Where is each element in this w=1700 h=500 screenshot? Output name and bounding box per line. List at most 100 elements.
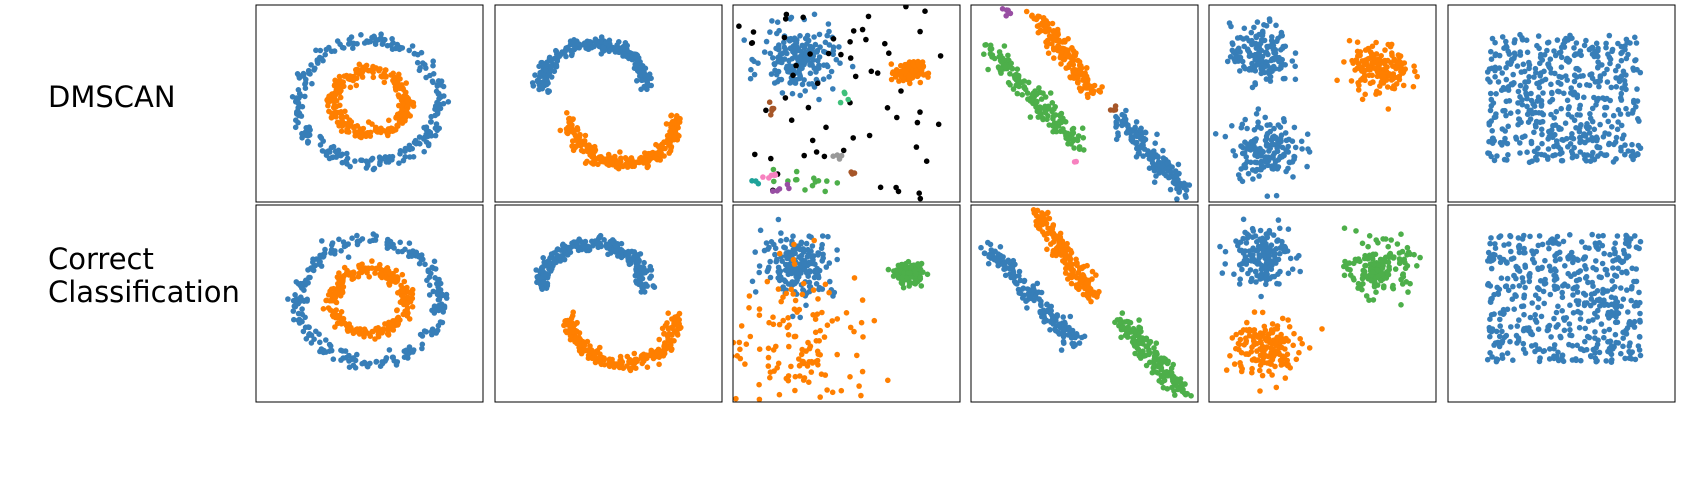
- data-point: [704, 335, 710, 341]
- data-point: [400, 293, 406, 299]
- data-point: [542, 67, 549, 74]
- data-point: [1082, 82, 1088, 88]
- data-point: [1488, 48, 1494, 55]
- data-point: [626, 357, 633, 363]
- data-point: [792, 373, 799, 380]
- data-point: [1607, 97, 1613, 104]
- data-point: [1383, 64, 1390, 71]
- data-point: [351, 125, 357, 131]
- data-point: [1622, 81, 1628, 88]
- data-point: [847, 55, 854, 61]
- data-point: [1395, 52, 1402, 58]
- data-point: [657, 157, 663, 163]
- data-point: [1613, 156, 1619, 162]
- data-point: [1535, 33, 1542, 39]
- data-point: [907, 264, 914, 270]
- data-point: [797, 33, 803, 39]
- data-point: [807, 51, 813, 57]
- data-point: [1142, 352, 1149, 359]
- data-point: [803, 55, 809, 61]
- data-point: [338, 128, 345, 134]
- data-point: [815, 178, 822, 184]
- data-point: [799, 42, 806, 49]
- data-point: [1629, 148, 1636, 155]
- data-point: [756, 306, 763, 312]
- data-point: [1146, 156, 1153, 162]
- data-point: [567, 317, 574, 323]
- data-point: [1623, 105, 1629, 112]
- data-point: [1249, 225, 1256, 232]
- data-point: [1573, 125, 1579, 131]
- data-point: [378, 31, 384, 37]
- data-point: [868, 68, 875, 75]
- data-point: [439, 291, 445, 298]
- data-point: [1548, 111, 1554, 118]
- data-point: [893, 67, 900, 73]
- data-point: [893, 184, 899, 191]
- data-point: [676, 133, 682, 139]
- data-point: [569, 329, 575, 335]
- data-point: [588, 160, 595, 166]
- data-point: [1498, 87, 1505, 93]
- data-point: [1393, 81, 1400, 87]
- data-point: [924, 271, 931, 278]
- data-point: [294, 71, 301, 77]
- data-point: [624, 164, 631, 170]
- data-point: [560, 241, 566, 248]
- data-point: [812, 329, 819, 336]
- data-point: [1228, 23, 1234, 30]
- data-point: [1076, 85, 1083, 91]
- data-point: [392, 84, 399, 90]
- data-point: [1073, 256, 1079, 263]
- data-point: [384, 42, 391, 49]
- data-point: [1583, 37, 1589, 44]
- data-point: [1142, 129, 1149, 136]
- data-point: [600, 44, 607, 51]
- data-point: [1589, 105, 1596, 112]
- data-point: [1539, 131, 1545, 138]
- data-point: [1581, 94, 1587, 101]
- data-point: [1559, 157, 1566, 164]
- data-point: [1230, 49, 1237, 55]
- data-point: [807, 70, 814, 77]
- data-point: [299, 306, 305, 312]
- data-point: [1539, 140, 1545, 147]
- points-layer: [1484, 31, 1644, 166]
- data-point: [765, 354, 772, 361]
- data-point: [856, 383, 862, 389]
- data-point: [422, 261, 428, 268]
- data-point: [801, 266, 808, 273]
- data-point: [335, 84, 341, 91]
- data-point: [815, 296, 821, 302]
- data-point: [1274, 145, 1280, 152]
- data-point: [1179, 388, 1185, 395]
- data-point: [300, 73, 307, 79]
- data-point: [656, 336, 662, 343]
- data-point: [1025, 291, 1031, 298]
- data-point: [775, 360, 782, 367]
- data-point: [825, 233, 831, 240]
- data-point: [1485, 76, 1491, 82]
- data-point: [837, 99, 844, 106]
- data-point: [392, 74, 398, 81]
- data-point: [799, 81, 806, 88]
- data-point: [1237, 68, 1243, 74]
- data-point: [807, 259, 814, 266]
- data-point: [914, 73, 920, 79]
- data-point: [1153, 173, 1159, 179]
- data-point: [786, 69, 793, 75]
- data-point: [815, 252, 821, 258]
- data-point: [779, 90, 786, 96]
- data-point: [909, 75, 916, 81]
- data-point: [1271, 56, 1277, 63]
- data-point: [1277, 250, 1283, 257]
- data-point: [1227, 54, 1234, 60]
- data-point: [747, 333, 754, 340]
- data-point: [1239, 150, 1246, 157]
- data-point: [426, 282, 433, 289]
- data-point: [1618, 57, 1625, 64]
- data-point: [1506, 98, 1513, 104]
- data-point: [826, 74, 832, 80]
- data-point: [399, 271, 406, 278]
- data-point: [438, 78, 445, 84]
